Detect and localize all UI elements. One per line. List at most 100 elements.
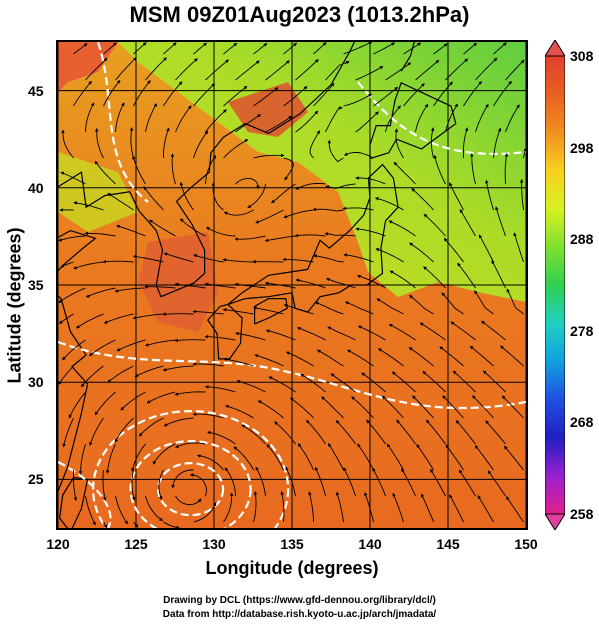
streamline-arrow	[234, 282, 266, 289]
streamline-arrow	[224, 467, 236, 497]
streamline-arrow	[415, 59, 440, 81]
streamline-arrow	[445, 103, 458, 133]
streamline-arrow	[394, 128, 404, 159]
coastline-korea	[129, 136, 224, 298]
streamline-arrow	[430, 468, 446, 497]
streamline-arrow	[343, 151, 374, 159]
streamline-arrow	[60, 261, 74, 268]
streamline-arrow	[452, 370, 476, 393]
streamline-arrow	[321, 396, 344, 419]
streamline-arrow	[408, 347, 434, 367]
isobar-line	[96, 42, 149, 203]
warm-patch	[58, 42, 118, 92]
streamline-arrow	[316, 349, 344, 367]
streamline-arrow	[357, 443, 374, 471]
streamline-arrow	[500, 345, 524, 367]
streamline-arrow	[478, 234, 494, 263]
streamline-arrow	[355, 66, 384, 81]
streamline-arrow	[94, 391, 116, 416]
streamline-arrow	[115, 495, 128, 525]
streamline-arrow	[433, 154, 446, 185]
y-tick-label: 45	[28, 82, 44, 99]
streamline-arrow	[193, 502, 217, 523]
streamline-arrow	[61, 339, 86, 361]
streamline-arrow	[205, 109, 227, 133]
streamline-arrow	[450, 321, 476, 341]
streamline-arrow	[192, 412, 224, 419]
streamline-arrow	[175, 58, 198, 81]
streamline-arrow	[375, 248, 404, 263]
streamline-arrow	[253, 43, 268, 55]
streamline-arrow	[116, 224, 146, 237]
isobar-ring	[129, 440, 252, 528]
streamline-arrow	[223, 139, 249, 159]
colorbar-bottom-arrow	[545, 513, 565, 530]
streamline-arrow	[505, 59, 525, 81]
streamline-arrow	[132, 313, 164, 320]
streamline-arrow	[403, 42, 422, 55]
streamline-arrow	[253, 306, 284, 315]
streamline-arrow	[163, 81, 183, 107]
streamline-arrow	[132, 254, 164, 263]
isobar-ring	[157, 462, 225, 517]
streamline-arrow	[78, 443, 86, 475]
streamline-arrow	[449, 182, 464, 211]
streamline-arrow	[403, 83, 425, 107]
streamline-arrow	[485, 420, 506, 445]
streamline-arrow	[343, 467, 356, 497]
streamline-arrow	[327, 443, 344, 471]
streamline-arrow	[144, 284, 176, 289]
streamline-arrow	[233, 446, 254, 471]
x-tick-label: 140	[358, 536, 382, 552]
streamline-arrow	[401, 468, 416, 497]
streamline-arrow	[501, 395, 524, 419]
colorbar-tick-label: 258	[570, 506, 594, 522]
streamline-arrow	[388, 323, 416, 341]
streamline-arrow	[192, 309, 224, 315]
streamline-arrow	[343, 42, 373, 55]
streamline-arrow	[300, 373, 326, 393]
streamline-arrow	[60, 171, 86, 185]
streamline-arrow	[324, 232, 356, 237]
streamline-arrow	[241, 424, 266, 445]
streamline-arrow	[449, 494, 464, 523]
streamline-arrow	[266, 444, 284, 471]
streamline-arrow	[105, 443, 116, 474]
streamline-arrow	[330, 373, 356, 393]
streamline-arrow	[294, 233, 326, 238]
streamline-arrow	[396, 419, 416, 445]
x-tick-label: 120	[46, 536, 70, 552]
y-axis-label: Latitude (degrees)	[4, 227, 25, 384]
streamline-arrow	[73, 80, 92, 107]
streamline-arrow	[504, 445, 524, 471]
streamline-arrow	[132, 155, 146, 185]
streamline-arrow	[115, 102, 125, 133]
streamline-arrow	[205, 59, 229, 81]
streamline-arrow	[374, 197, 404, 211]
streamline-arrow	[280, 491, 285, 523]
streamline-arrow	[236, 379, 266, 393]
streamline-arrow	[283, 85, 308, 107]
streamline-arrow	[85, 102, 95, 133]
streamline-arrow	[143, 186, 164, 211]
streamline-arrow	[325, 183, 356, 189]
chart-title: MSM 09Z01Aug2023 (1013.2hPa)	[129, 2, 470, 27]
streamline-arrow	[457, 262, 476, 289]
x-tick-label: 125	[124, 536, 148, 552]
streamline-arrow	[73, 201, 104, 211]
streamline-arrow	[409, 242, 434, 263]
streamline-arrow	[419, 322, 446, 341]
x-tick-label: 135	[280, 536, 304, 552]
streamline-arrow	[455, 419, 476, 445]
streamline-arrow	[192, 362, 224, 367]
streamline-arrow	[393, 161, 416, 185]
streamline-arrow	[223, 42, 238, 55]
streamline-arrow	[325, 60, 350, 81]
streamline-arrow	[204, 334, 236, 341]
mixed-region	[58, 152, 138, 232]
streamline-arrow	[355, 227, 386, 237]
streamline-arrow	[441, 292, 464, 315]
streamline-arrow	[409, 294, 434, 315]
streamline-arrow	[412, 395, 434, 419]
streamline-arrow	[247, 183, 266, 209]
